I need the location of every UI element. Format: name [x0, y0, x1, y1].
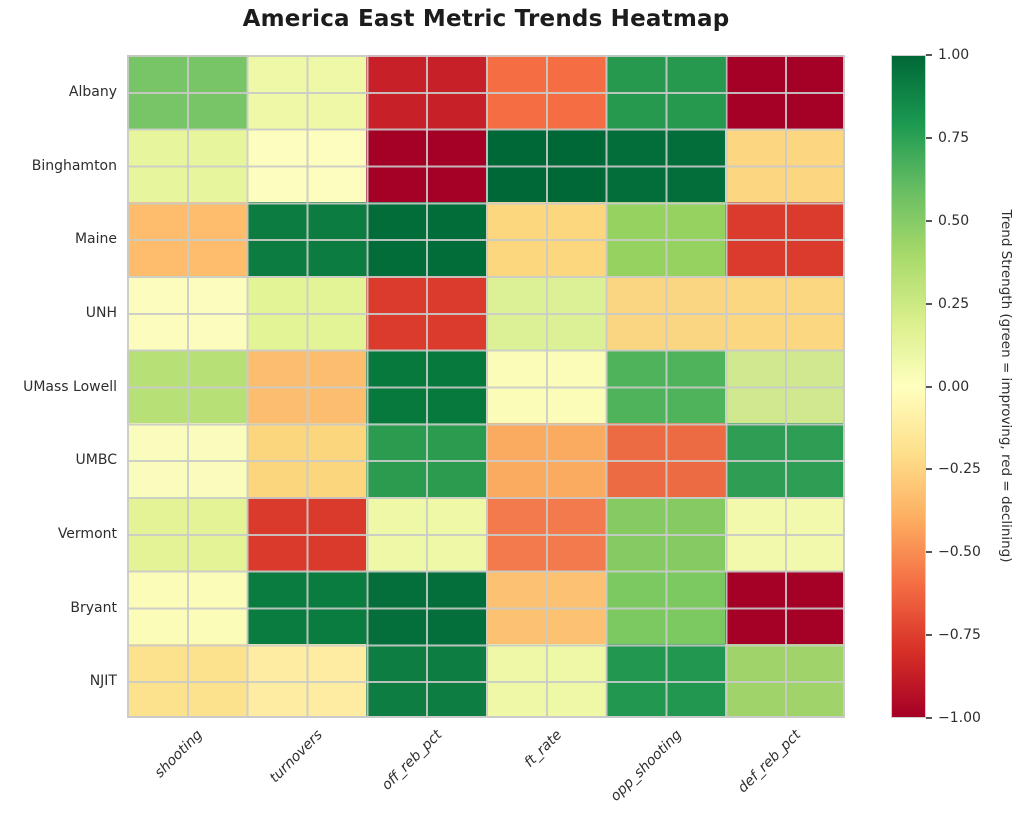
heatmap-cell	[366, 496, 486, 571]
heatmap-cell	[725, 128, 845, 203]
row-label-unh: UNH	[85, 304, 117, 321]
colorbar-tick-label: 0.00	[938, 378, 970, 395]
row-label-binghamton: Binghamton	[31, 157, 117, 174]
heatmap-cell	[127, 644, 247, 718]
colorbar-tick-label: −0.75	[938, 627, 981, 644]
colorbar-tick-label: 0.50	[938, 212, 970, 229]
colorbar-tick-label: 1.00	[938, 47, 970, 63]
row-label-umass-lowell: UMass Lowell	[23, 378, 117, 395]
heatmap-cell	[485, 423, 606, 497]
row-label-maine: Maine	[74, 231, 117, 248]
col-label-shooting: shooting	[152, 727, 207, 782]
heatmap-cell	[366, 202, 486, 276]
heatmap-cell	[246, 349, 367, 424]
colorbar-tick-label: −0.50	[938, 544, 981, 561]
colorbar-tick-mark	[926, 302, 932, 305]
heatmap-cell	[246, 202, 367, 276]
heatmap-cell	[366, 570, 486, 645]
row-label-njit: NJIT	[89, 673, 117, 690]
col-label-opp_shooting: opp_shooting	[607, 727, 685, 805]
heatmap-cell	[725, 275, 845, 350]
heatmap-cell	[246, 423, 367, 497]
heatmap-cell	[485, 570, 606, 645]
colorbar-tick-mark	[926, 385, 932, 388]
heatmap-cell	[246, 570, 367, 645]
heatmap-plot	[127, 55, 845, 718]
heatmap-cell	[485, 128, 606, 203]
heatmap-cell	[366, 55, 486, 129]
heatmap-cell	[127, 570, 247, 645]
heatmap-cell	[725, 570, 845, 645]
heatmap-cell	[366, 644, 486, 718]
heatmap-cell	[485, 644, 606, 718]
heatmap-cell	[605, 55, 726, 129]
colorbar-label: Trend Strength (green = improving, red =…	[998, 209, 1014, 563]
heatmap-cell	[246, 128, 367, 203]
colorbar-tick-mark	[926, 54, 932, 56]
heatmap-cell	[246, 55, 367, 129]
colorbar-tick-mark	[926, 219, 932, 222]
heatmap-cell	[485, 349, 606, 424]
heatmap-cell	[485, 275, 606, 350]
colorbar-tick-label: 0.75	[938, 129, 970, 146]
colorbar-tick-mark	[926, 136, 932, 139]
heatmap-cell	[127, 349, 247, 424]
colorbar-tick-mark	[926, 717, 932, 719]
heatmap-cell	[605, 275, 726, 350]
colorbar-tick-mark	[926, 551, 932, 554]
heatmap-cell	[485, 55, 606, 129]
col-label-off_reb_pct: off_reb_pct	[379, 727, 446, 794]
colorbar-tick-label: 0.25	[938, 295, 970, 312]
heatmap-cell	[605, 128, 726, 203]
heatmap-cell	[127, 275, 247, 350]
heatmap-cell	[127, 55, 247, 129]
heatmap-cell	[246, 496, 367, 571]
heatmap-cell	[127, 423, 247, 497]
heatmap-cell	[366, 128, 486, 203]
heatmap-cell	[725, 202, 845, 276]
heatmap-cell	[725, 644, 845, 718]
row-label-vermont: Vermont	[57, 525, 117, 542]
chart-title: America East Metric Trends Heatmap	[242, 6, 730, 32]
heatmap-cell	[725, 55, 845, 129]
col-label-turnovers: turnovers	[266, 727, 326, 787]
colorbar	[891, 55, 926, 718]
heatmap-cell	[605, 570, 726, 645]
heatmap-cell	[485, 202, 606, 276]
heatmap-cell	[127, 128, 247, 203]
heatmap-cell	[366, 275, 486, 350]
colorbar-tick-mark	[926, 634, 932, 637]
heatmap-cell	[605, 496, 726, 571]
heatmap-cell	[246, 275, 367, 350]
row-label-umbc: UMBC	[75, 452, 117, 469]
col-label-def_reb_pct: def_reb_pct	[735, 727, 805, 797]
heatmap-cell	[127, 202, 247, 276]
heatmap-cell	[605, 644, 726, 718]
row-label-albany: Albany	[68, 83, 117, 100]
row-label-bryant: Bryant	[70, 599, 117, 616]
colorbar-tick-label: −1.00	[938, 710, 981, 726]
heatmap-cell	[366, 349, 486, 424]
heatmap-cell	[725, 423, 845, 497]
heatmap-cell	[605, 202, 726, 276]
heatmap-cell	[485, 496, 606, 571]
heatmap-cells	[127, 55, 845, 718]
heatmap-cell	[605, 349, 726, 424]
heatmap-cell	[127, 496, 247, 571]
heatmap-cell	[605, 423, 726, 497]
heatmap-cell	[725, 496, 845, 571]
heatmap-cell	[725, 349, 845, 424]
heatmap-cell	[246, 644, 367, 718]
colorbar-tick-mark	[926, 468, 932, 471]
col-label-ft_rate: ft_rate	[521, 727, 566, 771]
colorbar-tick-label: −0.25	[938, 461, 981, 478]
heatmap-cell	[366, 423, 486, 497]
